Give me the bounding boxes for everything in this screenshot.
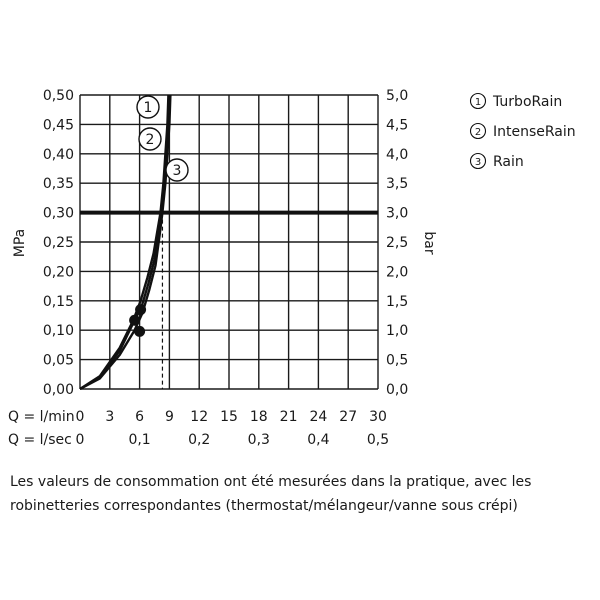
- x-tick-label-lmin: 21: [280, 409, 298, 425]
- y-tick-label-mpa: 0,40: [43, 147, 74, 163]
- curve-label-circle: [138, 127, 162, 151]
- y-tick-label-bar: 1,5: [386, 294, 408, 310]
- curve-label-circle: [165, 158, 189, 182]
- x-tick-label-lmin: 30: [369, 409, 387, 425]
- series-line-rain: [79, 94, 170, 391]
- y-tick-label-mpa: 0,25: [43, 235, 74, 251]
- x-tick-label-lmin: 18: [250, 409, 268, 425]
- x-tick-label-lmin: 3: [105, 409, 114, 425]
- chart-caption: Les valeurs de consommation ont été mesu…: [10, 474, 532, 514]
- x-tick-label-lsec: 0,3: [248, 432, 270, 448]
- data-point: [134, 325, 146, 337]
- y-tick-label-bar: 4,5: [386, 117, 408, 133]
- x-tick-label-lmin: 6: [135, 409, 144, 425]
- x-tick-label-lsec: 0,5: [367, 432, 389, 448]
- chart-legend: 1 TurboRain 2 IntenseRain 3 Rain: [469, 92, 576, 170]
- y-tick-label-bar: 2,5: [386, 235, 408, 251]
- data-point: [135, 304, 147, 316]
- y-tick-label-mpa: 0,10: [43, 323, 74, 339]
- curve-label-number: 1: [144, 100, 153, 116]
- x-axis-lsec-label: Q = l/sec: [8, 432, 72, 448]
- flow-pressure-chart: 123 0,000,050,100,150,200,250,300,350,40…: [8, 88, 576, 448]
- legend-symbol-number: 1: [475, 97, 481, 108]
- chart-series: [79, 94, 172, 391]
- x-tick-label-lmin: 24: [309, 409, 327, 425]
- y-tick-label-bar: 5,0: [386, 88, 408, 104]
- x-tick-label-lsec: 0: [76, 432, 85, 448]
- x-tick-label-lmin: 12: [190, 409, 208, 425]
- y-axis-right-ticks: 0,0 0,5 1,0 1,5 2,0 2,5 3,0 3,5 4,0 4,5 5,0: [386, 88, 408, 398]
- legend-label: TurboRain: [492, 94, 562, 110]
- y-tick-label-mpa: 0,00: [43, 382, 74, 398]
- x-tick-label-lmin: 27: [339, 409, 357, 425]
- y-tick-label-bar: 2,0: [386, 264, 408, 280]
- y-tick-label-bar: 1,0: [386, 323, 408, 339]
- x-tick-label-lsec: 0,1: [128, 432, 150, 448]
- x-tick-label-lmin: 15: [220, 409, 238, 425]
- legend-symbol-circle: [469, 122, 487, 140]
- reference-lines: [80, 210, 378, 389]
- legend-label: IntenseRain: [493, 124, 576, 140]
- y-tick-label-mpa: 0,45: [43, 117, 74, 133]
- y-tick-label-bar: 0,5: [386, 353, 408, 369]
- x-axis-lmin-label: Q = l/min: [8, 409, 75, 425]
- legend-symbol-number: 3: [475, 157, 481, 168]
- curve-label-number: 3: [173, 163, 182, 179]
- legend-symbol-circle: [469, 92, 487, 110]
- legend-symbol-number: 2: [475, 127, 481, 138]
- curve-label-circle: [136, 95, 160, 119]
- chart-data-markers: [129, 304, 147, 337]
- y-tick-label-bar: 3,0: [386, 206, 408, 222]
- legend-symbol-circle: [469, 152, 487, 170]
- y-axis-left-label: MPa: [12, 229, 28, 257]
- legend-label: Rain: [493, 154, 524, 170]
- y-axis-right-label: bar: [421, 231, 437, 254]
- y-tick-label-bar: 4,0: [386, 147, 408, 163]
- x-tick-label-lsec: 0,4: [307, 432, 329, 448]
- y-tick-label-bar: 3,5: [386, 176, 408, 192]
- y-tick-label-mpa: 0,20: [43, 264, 74, 280]
- y-tick-label-mpa: 0,15: [43, 294, 74, 310]
- y-tick-label-mpa: 0,35: [43, 176, 74, 192]
- y-tick-label-mpa: 0,05: [43, 353, 74, 369]
- x-tick-label-lmin: 9: [165, 409, 174, 425]
- curve-labels: 1 2 3: [136, 95, 189, 182]
- y-tick-label-bar: 0,0: [386, 382, 408, 398]
- x-tick-label-lmin: 0: [76, 409, 85, 425]
- x-tick-label-lsec: 0,2: [188, 432, 210, 448]
- y-tick-label-mpa: 0,50: [43, 88, 74, 104]
- x-axis-lsec-ticks: 0 0,1 0,2 0,3 0,4 0,5: [76, 432, 390, 448]
- y-tick-label-mpa: 0,30: [43, 206, 74, 222]
- data-point: [129, 314, 141, 326]
- curve-label-number: 2: [146, 132, 155, 148]
- x-axis-lmin-ticks: 0 3 6 9 12 15 18 21 24 27 30: [76, 409, 387, 425]
- y-axis-left-ticks: 0,00 0,05 0,10 0,15 0,20 0,25 0,30 0,35 0,40 0,45…: [43, 88, 74, 398]
